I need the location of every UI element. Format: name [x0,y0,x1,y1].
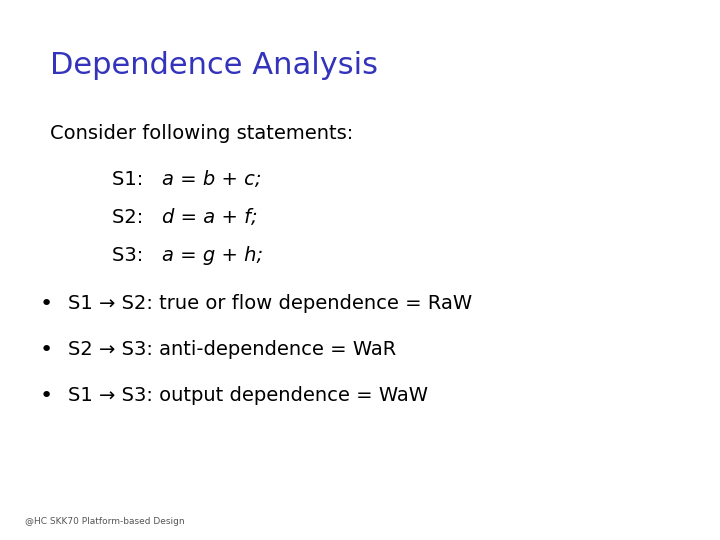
Text: a = g + h;: a = g + h; [162,246,263,265]
Text: Consider following statements:: Consider following statements: [50,124,354,143]
Text: S1 → S3: output dependence = WaW: S1 → S3: output dependence = WaW [68,386,428,405]
Text: Dependence Analysis: Dependence Analysis [50,51,379,80]
Text: S2:: S2: [112,208,149,227]
Text: S1:: S1: [112,170,149,189]
Text: •: • [40,294,53,314]
Text: a = b + c;: a = b + c; [162,170,261,189]
Text: S1 → S2: true or flow dependence = RaW: S1 → S2: true or flow dependence = RaW [68,294,472,313]
Text: S2 → S3: anti-dependence = WaR: S2 → S3: anti-dependence = WaR [68,340,397,359]
Text: S3:: S3: [112,246,149,265]
Text: •: • [40,386,53,406]
Text: •: • [40,340,53,360]
Text: @HC SKK70 Platform-based Design: @HC SKK70 Platform-based Design [25,517,185,526]
Text: d = a + f;: d = a + f; [162,208,258,227]
